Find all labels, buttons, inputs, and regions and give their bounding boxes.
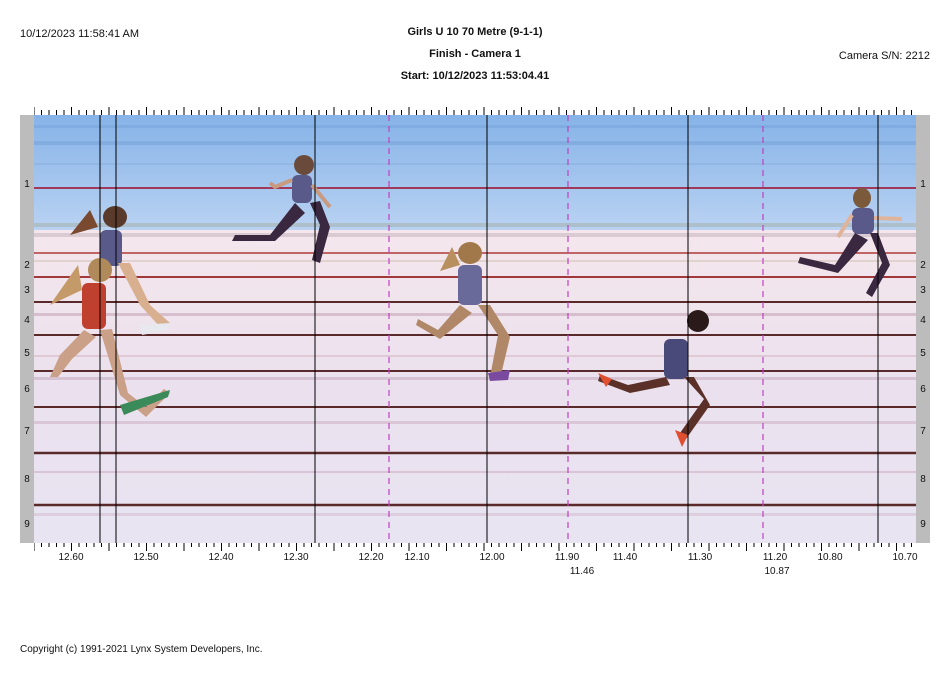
lane-number-left-3: 3 [24, 285, 30, 296]
time-tick-label: 11.90 [554, 552, 580, 563]
solid-guides [99, 115, 879, 543]
time-tick-label: 12.60 [58, 552, 84, 563]
lane-number-left-2: 2 [24, 260, 30, 271]
time-tick-label: 12.30 [283, 552, 309, 563]
event-title: Girls U 10 70 Metre (9-1-1) [407, 26, 543, 38]
lane-number-right-5: 5 [920, 348, 926, 359]
lane-number-right-8: 8 [920, 474, 926, 485]
time-tick-label: 12.40 [208, 552, 234, 563]
lane-number-right-6: 6 [920, 384, 926, 395]
lane-number-right-2: 2 [920, 260, 926, 271]
time-tick-label: 10.70 [892, 552, 918, 563]
lane-number-left-4: 4 [24, 315, 30, 326]
time-sub-label: 11.46 [569, 566, 595, 577]
dashed-guides [388, 115, 764, 543]
camera-serial: Camera S/N: 2212 [838, 50, 930, 62]
lane-number-left-1: 1 [24, 179, 30, 190]
lane-number-right-7: 7 [920, 426, 926, 437]
lane-number-right-3: 3 [920, 285, 926, 296]
time-tick-label: 11.20 [762, 552, 788, 563]
top-ruler [34, 107, 912, 115]
right-gutter [916, 115, 930, 543]
time-tick-label: 11.40 [612, 552, 638, 563]
time-tick-label: 12.00 [479, 552, 505, 563]
copyright-notice: Copyright (c) 1991-2021 Lynx System Deve… [20, 644, 263, 655]
sky-band [34, 115, 916, 230]
time-tick-label: 11.30 [687, 552, 713, 563]
runner-lane-4 [416, 242, 510, 381]
runner-lane-1-right [798, 188, 903, 297]
time-tick-label: 12.50 [133, 552, 159, 563]
time-sub-label: 10.87 [764, 566, 790, 577]
lane-number-left-6: 6 [24, 384, 30, 395]
time-tick-label: 10.80 [817, 552, 843, 563]
left-gutter [20, 115, 34, 543]
lane-number-left-7: 7 [24, 426, 30, 437]
lane-number-right-4: 4 [920, 315, 926, 326]
camera-subtitle: Finish - Camera 1 [429, 48, 521, 60]
start-time: Start: 10/12/2023 11:53:04.41 [400, 70, 550, 82]
lane-number-left-8: 8 [24, 474, 30, 485]
lane-number-right-1: 1 [920, 179, 926, 190]
lane-number-left-9: 9 [24, 519, 30, 530]
bottom-ruler [34, 543, 912, 551]
lane-number-right-9: 9 [920, 519, 926, 530]
photo-finish-image [20, 115, 930, 543]
time-tick-label: 12.20 [358, 552, 384, 563]
lane-number-left-5: 5 [24, 348, 30, 359]
timestamp: 10/12/2023 11:58:41 AM [20, 28, 140, 40]
time-tick-label: 12.10 [404, 552, 430, 563]
